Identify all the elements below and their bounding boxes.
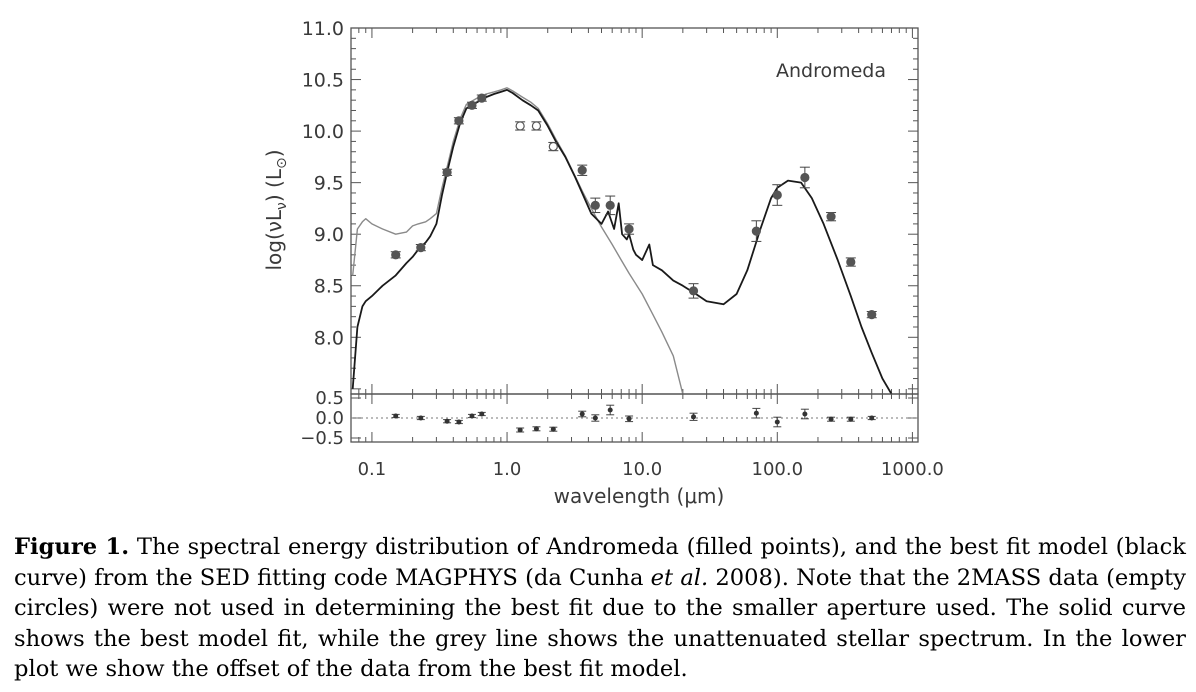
- data-point-filled: [624, 224, 634, 234]
- residual-point: [592, 415, 598, 421]
- data-point-filled: [688, 286, 699, 296]
- residual-point: [626, 416, 632, 422]
- residual-point: [550, 426, 556, 432]
- y-label-part: ): [262, 149, 286, 157]
- best-fit-model-curve: [351, 89, 893, 394]
- residual-point: [418, 415, 424, 421]
- caption-etal: et al.: [650, 564, 709, 591]
- data-point-filled: [751, 226, 761, 236]
- x-tick-label: 1.0: [493, 459, 522, 480]
- data-point-filled: [477, 93, 487, 103]
- residual-point: [802, 411, 808, 417]
- residual-point: [533, 426, 539, 432]
- sed-figure: 8.0 8.5 9.0 9.5 10.0 10.5 11.0 −0.50.00.5 0.1 1…: [262, 18, 944, 508]
- data-point-filled: [772, 190, 782, 200]
- data-point-filled: [391, 250, 401, 260]
- y-tick-label: 8.5: [314, 276, 344, 298]
- data-point-filled: [867, 310, 877, 320]
- residual-y-tick-label: −0.5: [300, 428, 344, 449]
- residual-y-tick-label: 0.5: [315, 388, 344, 409]
- y-tick-label: 10.0: [302, 121, 344, 143]
- main-plot-frame: [350, 27, 919, 395]
- data-point-filled: [605, 200, 615, 210]
- data-point-filled: [800, 172, 810, 183]
- residual-point: [579, 411, 585, 417]
- residual-point: [479, 411, 485, 417]
- data-point-empty: [515, 121, 525, 131]
- residual-plot: −0.50.00.5: [300, 388, 919, 449]
- data-point-empty: [531, 121, 542, 131]
- residual-point: [517, 427, 523, 433]
- x-tick-label: 0.1: [358, 459, 387, 480]
- data-point-empty: [548, 141, 558, 152]
- residual-point: [469, 413, 475, 419]
- residual-point: [691, 414, 697, 420]
- residual-point: [393, 413, 399, 419]
- caption-label: Figure 1.: [14, 534, 130, 560]
- residual-point: [753, 410, 759, 416]
- caption-text-1: The spectral energy distribution of Andr…: [14, 534, 1186, 591]
- stellar-spectrum-curve: [352, 87, 684, 394]
- y-axis-label: log(νLν) (L⊙): [262, 149, 290, 270]
- residual-point: [828, 416, 834, 422]
- y-tick-label: 9.5: [314, 173, 344, 195]
- y-label-part: ⊙: [274, 157, 290, 169]
- y-tick-label: 11.0: [302, 18, 344, 40]
- x-axis-label: wavelength (μm): [554, 484, 725, 508]
- residual-y-tick-label: 0.0: [315, 408, 344, 429]
- data-point-filled: [846, 257, 856, 267]
- data-point-filled: [454, 116, 464, 126]
- y-label-part: log(νL: [262, 209, 286, 270]
- x-tick-label: 10.0: [622, 459, 662, 480]
- y-label-part: ) (L: [262, 168, 286, 202]
- data-point-filled: [442, 167, 452, 177]
- y-label-part: ν: [274, 202, 290, 210]
- data-point-filled: [577, 165, 587, 175]
- residual-point: [444, 418, 450, 424]
- y-tick-label: 10.5: [302, 70, 344, 92]
- residual-point: [774, 419, 780, 425]
- figure-caption: Figure 1. The spectral energy distributi…: [14, 532, 1186, 685]
- residual-point: [607, 407, 613, 413]
- data-point-filled: [467, 100, 477, 110]
- chart-subtitle: Andromeda: [776, 60, 886, 82]
- residual-point: [456, 419, 462, 425]
- residual-point: [869, 415, 875, 421]
- data-point-filled: [416, 243, 426, 253]
- y-tick-label: 8.0: [314, 327, 344, 349]
- x-tick-labels: 0.1 1.0 10.0 100.0 1000.0: [358, 459, 944, 480]
- data-point-filled: [590, 200, 600, 210]
- x-tick-label: 1000.0: [881, 459, 944, 480]
- y-tick-label: 9.0: [314, 224, 344, 246]
- x-tick-label: 100.0: [752, 459, 804, 480]
- residual-point: [848, 416, 854, 422]
- caption-text-2: 2008). Note that the 2MASS data (empty c…: [14, 564, 1186, 683]
- data-point-filled: [826, 212, 836, 222]
- main-sed-plot: 8.0 8.5 9.0 9.5 10.0 10.5 11.0: [302, 18, 919, 395]
